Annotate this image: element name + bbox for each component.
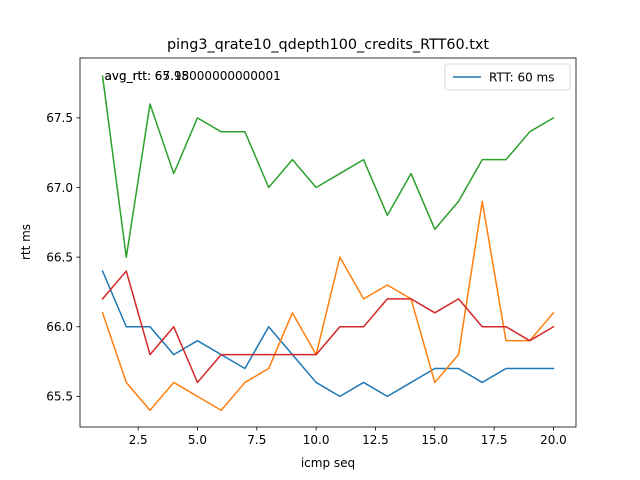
x-tick-label: 15.0 (421, 433, 448, 447)
series-line-1 (101, 270, 555, 398)
x-axis-label: icmp seq (301, 456, 355, 470)
plot-area: 2.5 5.0 7.5 10.0 12.5 15.0 17.5 20.0 65.5 66.0 66.… (46, 57, 577, 447)
y-tick-label: 67.0 (46, 181, 73, 195)
x-tick-label: 12.5 (362, 433, 389, 447)
y-tick-label: 65.5 (46, 390, 73, 404)
avg-rtt-annotation-2: avg_rtt: 67.18000000000001 (105, 69, 281, 83)
series-line-4 (101, 270, 555, 384)
axes-frame (79, 57, 577, 428)
x-tick-label: 10.0 (303, 433, 330, 447)
y-tick-label: 66.0 (46, 320, 73, 334)
x-tick-label: 5.0 (188, 433, 207, 447)
chart-title: ping3_qrate10_qdepth100_credits_RTT60.tx… (167, 37, 489, 53)
x-tick-label: 2.5 (129, 433, 148, 447)
x-tick-label: 7.5 (247, 433, 266, 447)
series-line-3 (101, 75, 555, 258)
legend-label: RTT: 60 ms (489, 70, 554, 84)
y-axis-label: rtt ms (19, 224, 33, 260)
x-tick-label: 17.5 (481, 433, 508, 447)
series-line-2 (101, 200, 555, 412)
legend: RTT: 60 ms (444, 63, 571, 91)
y-tick-label: 67.5 (46, 111, 73, 125)
y-tick-label: 66.5 (46, 250, 73, 264)
x-tick-label: 20.0 (540, 433, 567, 447)
legend-box (444, 63, 571, 91)
avg-rtt-annotation-1: avg_rtt: 65.95 (105, 69, 190, 83)
